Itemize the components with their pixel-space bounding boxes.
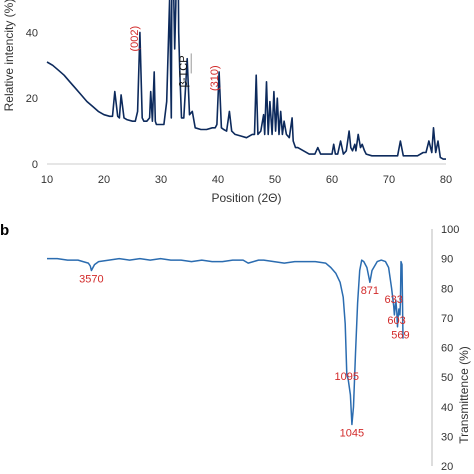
xrd-x-tick-label: 40 [212, 174, 224, 186]
ftir-peak-label: 871 [361, 285, 379, 297]
ftir-y-axis-label: Transmittence (%) [457, 346, 471, 444]
xrd-x-tick-label: 20 [98, 174, 110, 186]
xrd-y-axis-label: Relative intencity (%) [2, 0, 16, 111]
xrd-x-tick-label: 10 [41, 174, 53, 186]
ftir-y-tick-label: 50 [441, 372, 453, 384]
xrd-x-tick-label: 80 [440, 174, 452, 186]
ftir-y-ticks: 20 30 40 50 60 70 80 90 100 [441, 224, 459, 473]
xrd-peak-label: β-TCP [178, 55, 190, 87]
ftir-y-tick-label: 30 [441, 431, 453, 443]
xrd-chart: 0 20 40 60 80 10 20 30 40 50 60 70 80 (002) (310) β-T… [2, 0, 452, 205]
xrd-x-tick-label: 70 [383, 174, 395, 186]
ftir-y-tick-label: 60 [441, 343, 453, 355]
xrd-annotations: (002)(310)β-TCP(211) [129, 26, 221, 91]
ftir-y-tick-label: 40 [441, 402, 453, 414]
ftir-y-tick-label: 80 [441, 283, 453, 295]
xrd-peak-label: (002) [129, 26, 141, 52]
xrd-x-tick-label: 30 [155, 174, 167, 186]
ftir-peak-label: 1045 [340, 427, 364, 439]
xrd-y-tick-label: 0 [32, 159, 38, 171]
xrd-y-tick-label: 20 [26, 93, 38, 105]
ftir-peak-label: 3570 [79, 273, 103, 285]
ftir-peak-label: 633 [385, 294, 403, 306]
xrd-x-ticks: 10 20 30 40 50 60 70 80 [41, 174, 452, 186]
panel-label-b: b [0, 222, 9, 239]
ftir-y-tick-label: 70 [441, 313, 453, 325]
ftir-annotations: 3570 1095 1045 871 633 603 569 [79, 273, 409, 439]
xrd-x-axis-label: Position (2Θ) [211, 191, 281, 205]
xrd-x-tick-label: 50 [269, 174, 281, 186]
ftir-series-line [47, 257, 404, 426]
ftir-peak-label: 603 [387, 315, 405, 327]
ftir-chart: b 20 30 40 50 60 70 80 90 100 3570 1095 1045 871 633… [0, 222, 471, 473]
ftir-peak-label: 569 [391, 330, 409, 342]
xrd-series-line [46, 0, 446, 160]
xrd-x-tick-label: 60 [326, 174, 338, 186]
ftir-y-tick-label: 90 [441, 254, 453, 266]
ftir-y-tick-label: 100 [441, 224, 459, 236]
ftir-peak-label: 1095 [335, 371, 359, 383]
ftir-y-tick-label: 20 [441, 461, 453, 473]
xrd-y-ticks: 020406080 [26, 27, 38, 171]
xrd-y-tick-label: 40 [26, 27, 38, 39]
xrd-peak-label: (310) [209, 65, 221, 91]
